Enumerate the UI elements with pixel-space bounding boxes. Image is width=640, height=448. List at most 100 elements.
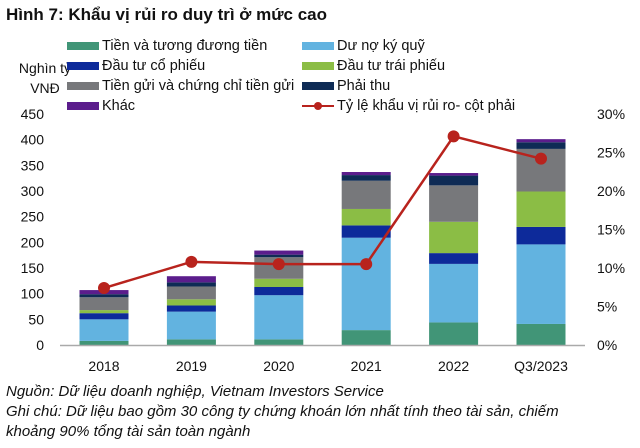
- legend-item: Đầu tư trái phiếu: [302, 58, 445, 74]
- legend-item: Khác: [67, 98, 135, 114]
- legend-swatch: [67, 102, 99, 110]
- bar-segment: [341, 330, 391, 345]
- legend-swatch: [302, 42, 334, 50]
- bar-segment: [429, 173, 479, 176]
- bar-segment: [166, 286, 216, 300]
- bar-segment: [79, 310, 129, 314]
- legend-item: Đầu tư cổ phiếu: [67, 58, 205, 74]
- ratio-line: [103, 134, 542, 290]
- legend-swatch: [67, 42, 99, 50]
- x-tick-label: 2020: [263, 358, 294, 374]
- y2-tick-label: 20%: [597, 183, 625, 199]
- bar-segment: [166, 339, 216, 345]
- bar-segment: [516, 142, 566, 149]
- bar-segment: [166, 305, 216, 312]
- y-tick-label: 250: [21, 209, 45, 225]
- legend-item: Tỷ lệ khẩu vị rủi ro- cột phải: [302, 98, 515, 114]
- chart-title: Hình 7: Khẩu vị rủi ro duy trì ở mức cao: [6, 5, 327, 24]
- legend-label: Phải thu: [337, 78, 391, 94]
- legend-item: Phải thu: [302, 78, 390, 94]
- y-axis-label-line1: Nghìn tỷ: [18, 60, 72, 76]
- x-tick-label: 2021: [351, 358, 382, 374]
- y-tick-label: 200: [21, 234, 45, 250]
- ratio-point: [98, 282, 110, 295]
- footnote-line1: Ghi chú: Dữ liệu bao gồm 30 công ty chứn…: [6, 403, 559, 420]
- ratio-point: [185, 255, 198, 268]
- source-note: Nguồn: Dữ liệu doanh nghiệp, Vietnam Inv…: [6, 383, 384, 400]
- y2-tick-label: 30%: [597, 106, 625, 122]
- ratio-point: [447, 130, 460, 143]
- chart-svg: 0 50 100 150 200 250 300 350 400 450 0% 5% 10% 15% 20%…: [21, 106, 625, 374]
- bar-segment: [341, 175, 391, 181]
- y-tick-label: 0: [36, 337, 44, 353]
- legend-line-marker: [302, 102, 334, 110]
- ratio-point: [360, 258, 373, 271]
- legend-swatch: [302, 62, 334, 70]
- bar-segment: [166, 311, 216, 340]
- bar-segment: [254, 278, 304, 287]
- y-tick-label: 300: [21, 183, 45, 199]
- legend-item: Dư nợ ký quỹ: [302, 38, 425, 54]
- bar-segment: [341, 237, 391, 331]
- bar-segment: [429, 175, 479, 186]
- y-tick-label: 350: [21, 157, 45, 173]
- bar-segment: [79, 297, 129, 311]
- bar-segment: [429, 253, 479, 264]
- bar-segment: [254, 339, 304, 345]
- y-tick-label: 100: [21, 286, 45, 302]
- ratio-point: [272, 258, 285, 271]
- y2-tick-label: 25%: [597, 145, 625, 161]
- bar-segment: [166, 299, 216, 306]
- legend-swatch: [67, 82, 99, 90]
- ratio-point: [535, 152, 547, 165]
- bar-segment: [79, 294, 129, 298]
- bar-segment: [254, 254, 304, 258]
- bar-segment: [341, 180, 391, 209]
- bar-segment: [341, 225, 391, 238]
- legend-swatch: [67, 62, 99, 70]
- x-tick-label: 2019: [176, 358, 207, 374]
- legend-label: Tỷ lệ khẩu vị rủi ro- cột phải: [337, 98, 516, 114]
- y-tick-label: 450: [21, 106, 45, 122]
- footnote-line2: khoảng 90% tổng tài sản toàn ngành: [6, 423, 251, 440]
- bar-segment: [79, 319, 129, 341]
- legend-label: Dư nợ ký quỹ: [337, 38, 425, 54]
- x-tick-label: 2018: [88, 358, 119, 374]
- y2-tick-label: 5%: [597, 299, 617, 315]
- bar-segment: [516, 139, 566, 143]
- legend-label: Đầu tư trái phiếu: [337, 58, 446, 74]
- bar-segment: [166, 282, 216, 287]
- bar-segment: [429, 322, 479, 345]
- bar-segment: [254, 286, 304, 296]
- legend-swatch: [302, 82, 334, 90]
- bar-segment: [516, 191, 566, 227]
- x-tick-label: 2022: [438, 358, 469, 374]
- bar-segment: [429, 263, 479, 323]
- legend-label: Tiền và tương đương tiền: [102, 38, 268, 54]
- y2-tick-label: 10%: [597, 260, 625, 276]
- bar-segment: [79, 313, 129, 320]
- bar-segment: [516, 226, 566, 245]
- bar-segment: [429, 221, 479, 254]
- bar-segment: [341, 172, 391, 176]
- y-tick-label: 400: [21, 132, 45, 148]
- bar-segment: [516, 323, 566, 345]
- y2-tick-label: 15%: [597, 222, 625, 238]
- legend-label: Tiền gửi và chứng chỉ tiền gửi: [102, 78, 295, 94]
- y2-tick-label: 0%: [597, 337, 617, 353]
- legend-item: Tiền gửi và chứng chỉ tiền gửi: [67, 78, 294, 94]
- bar-segment: [166, 276, 216, 283]
- y-tick-label: 50: [28, 311, 44, 327]
- x-tick-label: Q3/2023: [514, 358, 568, 374]
- bar-segment: [254, 295, 304, 340]
- y-axis-label-line2: VNĐ: [30, 80, 60, 96]
- bar-segment: [254, 250, 304, 255]
- y-tick-label: 150: [21, 260, 45, 276]
- bar-segment: [341, 208, 391, 226]
- legend-item: Tiền và tương đương tiền: [67, 38, 267, 54]
- bar-segment: [516, 244, 566, 324]
- bar-segment: [429, 185, 479, 222]
- legend-label: Khác: [102, 98, 136, 114]
- legend-label: Đầu tư cổ phiếu: [102, 58, 206, 74]
